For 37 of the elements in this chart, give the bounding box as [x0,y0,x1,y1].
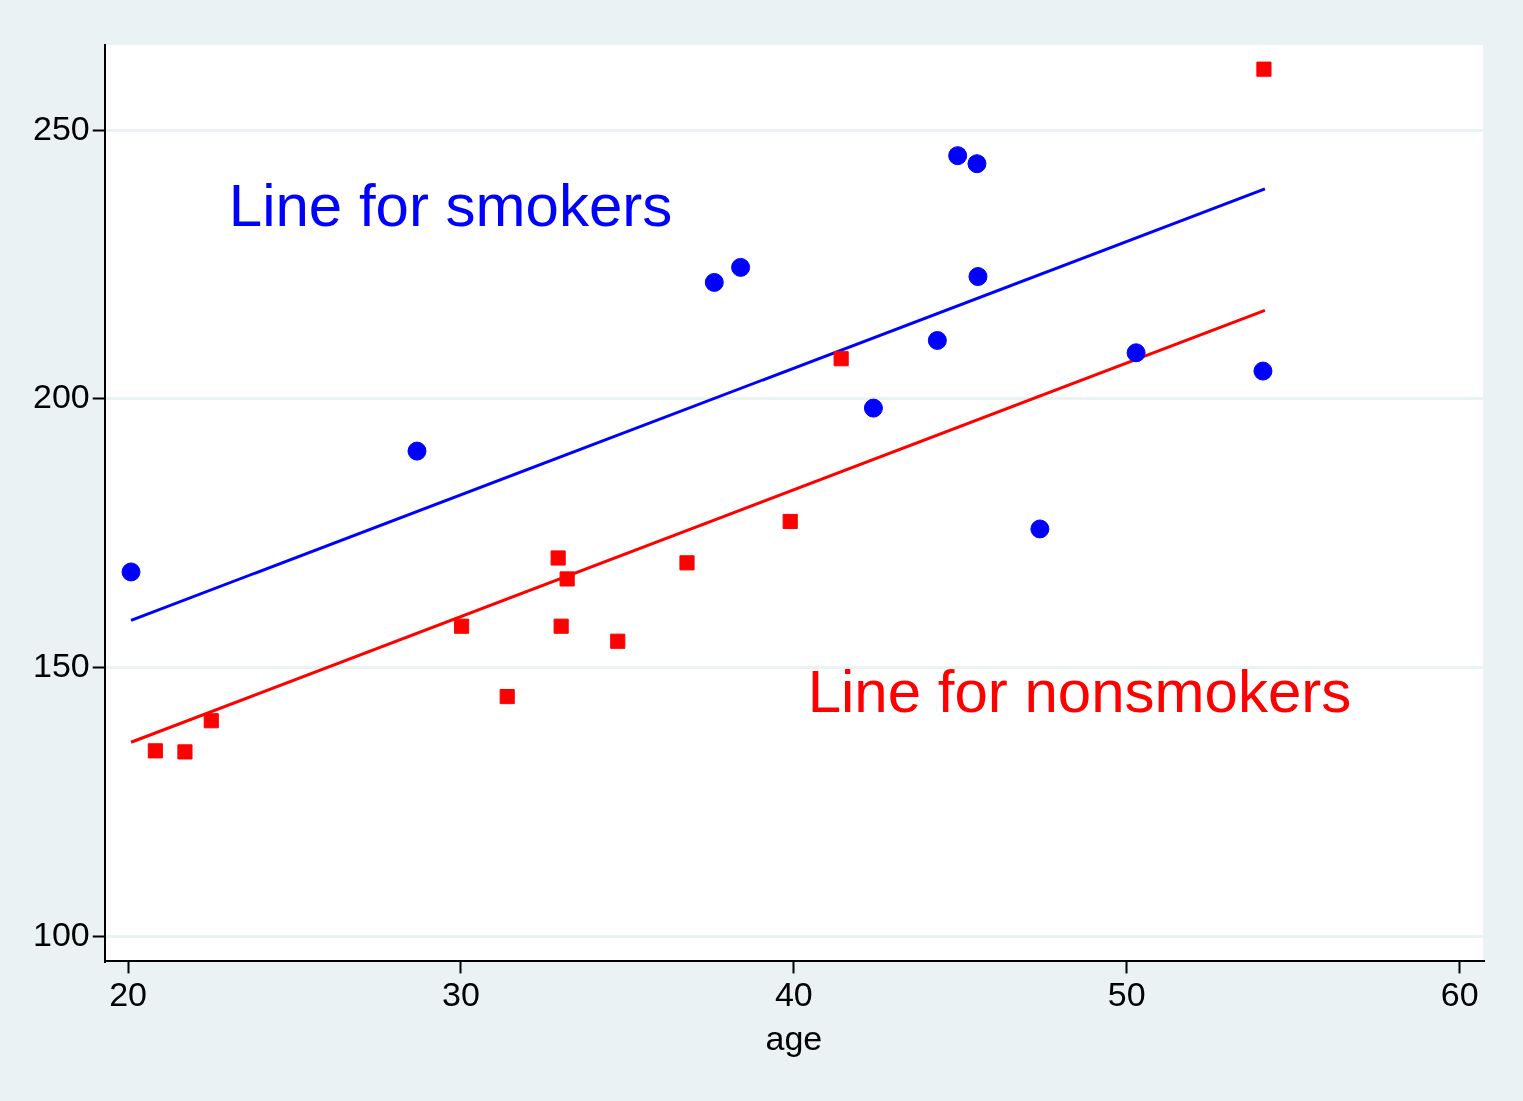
x-tick-label: 50 [1107,975,1146,1014]
point [610,633,626,649]
point [968,267,988,287]
point [679,555,695,571]
x-tick-label: 40 [774,975,813,1014]
y-tick-label: 100 [32,914,90,953]
point [147,743,163,759]
point [553,618,569,634]
point [863,398,883,418]
text: Line for nonsmokers [807,658,1352,726]
point [1253,361,1273,381]
point [407,441,427,461]
point [833,351,849,367]
x-axis-title: age [765,1018,823,1057]
point [704,272,724,292]
point [1126,343,1146,363]
x-tick-label: 60 [1440,975,1479,1014]
point [559,571,575,587]
x-tick-label: 20 [109,975,147,1014]
point [1030,519,1050,539]
point [121,562,141,582]
y-tick-label: 150 [32,645,90,684]
point [731,257,751,277]
x-tick-label: 30 [442,975,480,1014]
point [1256,61,1272,77]
point [967,154,987,174]
point [499,689,515,705]
point [177,744,193,760]
point [203,713,219,729]
y-tick-label: 250 [32,108,90,147]
point [550,550,566,566]
point [454,618,470,634]
point [927,330,947,350]
point [782,513,798,530]
point [948,146,968,166]
text: Line for smokers [228,172,673,240]
y-tick-label: 200 [32,377,90,416]
